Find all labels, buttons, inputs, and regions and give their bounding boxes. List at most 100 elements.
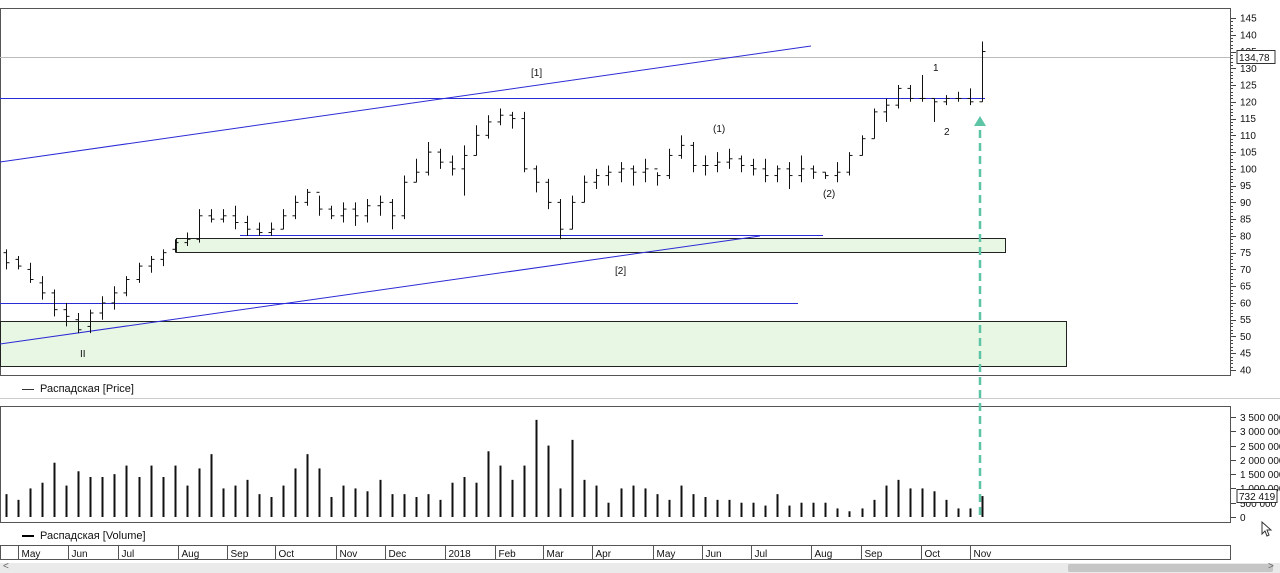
price-bar: [87, 309, 94, 334]
price-bar: [533, 165, 540, 193]
price-tick-label: 45: [1240, 349, 1252, 360]
month-label: Aug: [182, 549, 200, 560]
price-bar: [750, 158, 757, 176]
price-tick-label: 50: [1240, 332, 1252, 343]
volume-tick-label: 500 000: [1240, 499, 1277, 510]
price-bar: [678, 135, 685, 159]
month-label: May: [657, 549, 676, 560]
price-tick-label: 85: [1240, 215, 1252, 226]
price-bar: [184, 232, 191, 246]
price-bar: [895, 85, 902, 109]
last-volume-box: 732 419: [1236, 489, 1278, 503]
price-bar: [75, 313, 82, 334]
month-label: Feb: [499, 549, 517, 560]
price-bar: [425, 142, 432, 176]
price-bar: [545, 178, 552, 210]
volume-axis: 3 500 000 3 000 000 2 500 000 2 000 000 1 50…: [1231, 413, 1280, 524]
price-bar: [979, 41, 986, 103]
month-label: Aug: [815, 549, 833, 560]
price-tick-label: 100: [1240, 164, 1257, 175]
price-bar: [39, 276, 46, 300]
volume-legend: Распадская [Volume]: [22, 530, 146, 542]
price-tick-label: 110: [1240, 131, 1256, 142]
price-bar: [268, 222, 275, 236]
scroll-left-icon[interactable]: <: [3, 561, 9, 572]
month-label: Apr: [596, 549, 612, 560]
price-bar: [473, 125, 480, 156]
wave-label-1: 1: [933, 63, 939, 74]
price-bar: [846, 152, 853, 176]
price-bar: [3, 249, 10, 270]
price-bar: [148, 256, 155, 273]
price-bar: [328, 205, 335, 220]
price-tick-label: 90: [1240, 198, 1252, 209]
price-bar: [123, 276, 130, 297]
wave-label-ii: II: [80, 349, 86, 360]
price-axis: 1451401351301251201151101051009590858075…: [1231, 14, 1257, 377]
price-legend: Распадская [Price]: [22, 383, 134, 395]
price-bar: [497, 108, 504, 126]
price-bar: [99, 296, 106, 320]
last-price-box: 134,78: [1236, 50, 1276, 64]
price-tick-label: 60: [1240, 298, 1252, 309]
price-bar: [774, 165, 781, 183]
volume-bars: [5, 419, 984, 517]
month-label: Nov: [974, 549, 992, 560]
price-bar: [642, 158, 649, 183]
price-bar: [160, 249, 167, 267]
price-bar: [509, 111, 516, 129]
month-label: Mar: [547, 549, 565, 560]
price-legend-label: Распадская [Price]: [40, 383, 134, 395]
price-bar: [340, 202, 347, 223]
wave-label-2-bracket: [2]: [615, 266, 626, 277]
price-bar: [593, 168, 600, 189]
price-bar: [605, 165, 612, 186]
price-bar: [630, 165, 637, 186]
scrollbar-thumb[interactable]: [1068, 564, 1273, 572]
price-tick-label: 140: [1240, 30, 1257, 41]
price-bar: [726, 148, 733, 169]
price-bar: [871, 108, 878, 140]
price-bar: [244, 215, 251, 236]
price-panel-frame: [0, 8, 1231, 376]
last-price-value: 134,78: [1239, 53, 1270, 64]
price-tick-label: 145: [1240, 14, 1257, 25]
month-label: 2018: [449, 549, 472, 560]
horizontal-scrollbar[interactable]: [0, 563, 1280, 573]
month-label: Jul: [755, 549, 768, 560]
price-bar: [461, 145, 468, 196]
month-label: Sep: [865, 549, 883, 560]
price-bar: [822, 171, 829, 179]
price-bar: [51, 289, 58, 317]
price-bar: [401, 175, 408, 220]
price-bar: [232, 205, 239, 230]
month-label: Oct: [925, 549, 941, 560]
price-bar: [485, 115, 492, 139]
month-label: Nov: [340, 549, 358, 560]
volume-tick-label: 0: [1240, 513, 1246, 524]
price-bar: [738, 155, 745, 173]
price-legend-swatch: [22, 388, 34, 390]
price-tick-label: 55: [1240, 315, 1252, 326]
price-bar: [280, 209, 287, 230]
price-bar: [943, 95, 950, 106]
volume-panel-frame: [0, 406, 1231, 523]
price-bar: [449, 155, 456, 176]
price-tick-label: 65: [1240, 282, 1252, 293]
price-bar: [931, 97, 938, 122]
price-bar: [654, 168, 661, 186]
price-tick-label: 115: [1240, 114, 1256, 125]
volume-legend-label: Распадская [Volume]: [40, 530, 146, 542]
price-bar: [256, 222, 263, 236]
price-bar: [220, 209, 227, 223]
scroll-right-icon[interactable]: >: [1268, 561, 1274, 572]
volume-tick-label: 3 500 000: [1240, 413, 1280, 424]
volume-tick-label: 1 500 000: [1240, 470, 1280, 481]
time-axis: May Jun Jul Aug Sep Oct Nov Dec 2018 Feb Mar Apr May…: [18, 546, 992, 560]
price-bar: [352, 202, 359, 226]
wave-label-2: 2: [944, 127, 950, 138]
price-bar: [859, 135, 866, 156]
mouse-cursor-icon: [1261, 521, 1273, 537]
price-bar: [798, 155, 805, 183]
price-bar: [111, 286, 118, 310]
